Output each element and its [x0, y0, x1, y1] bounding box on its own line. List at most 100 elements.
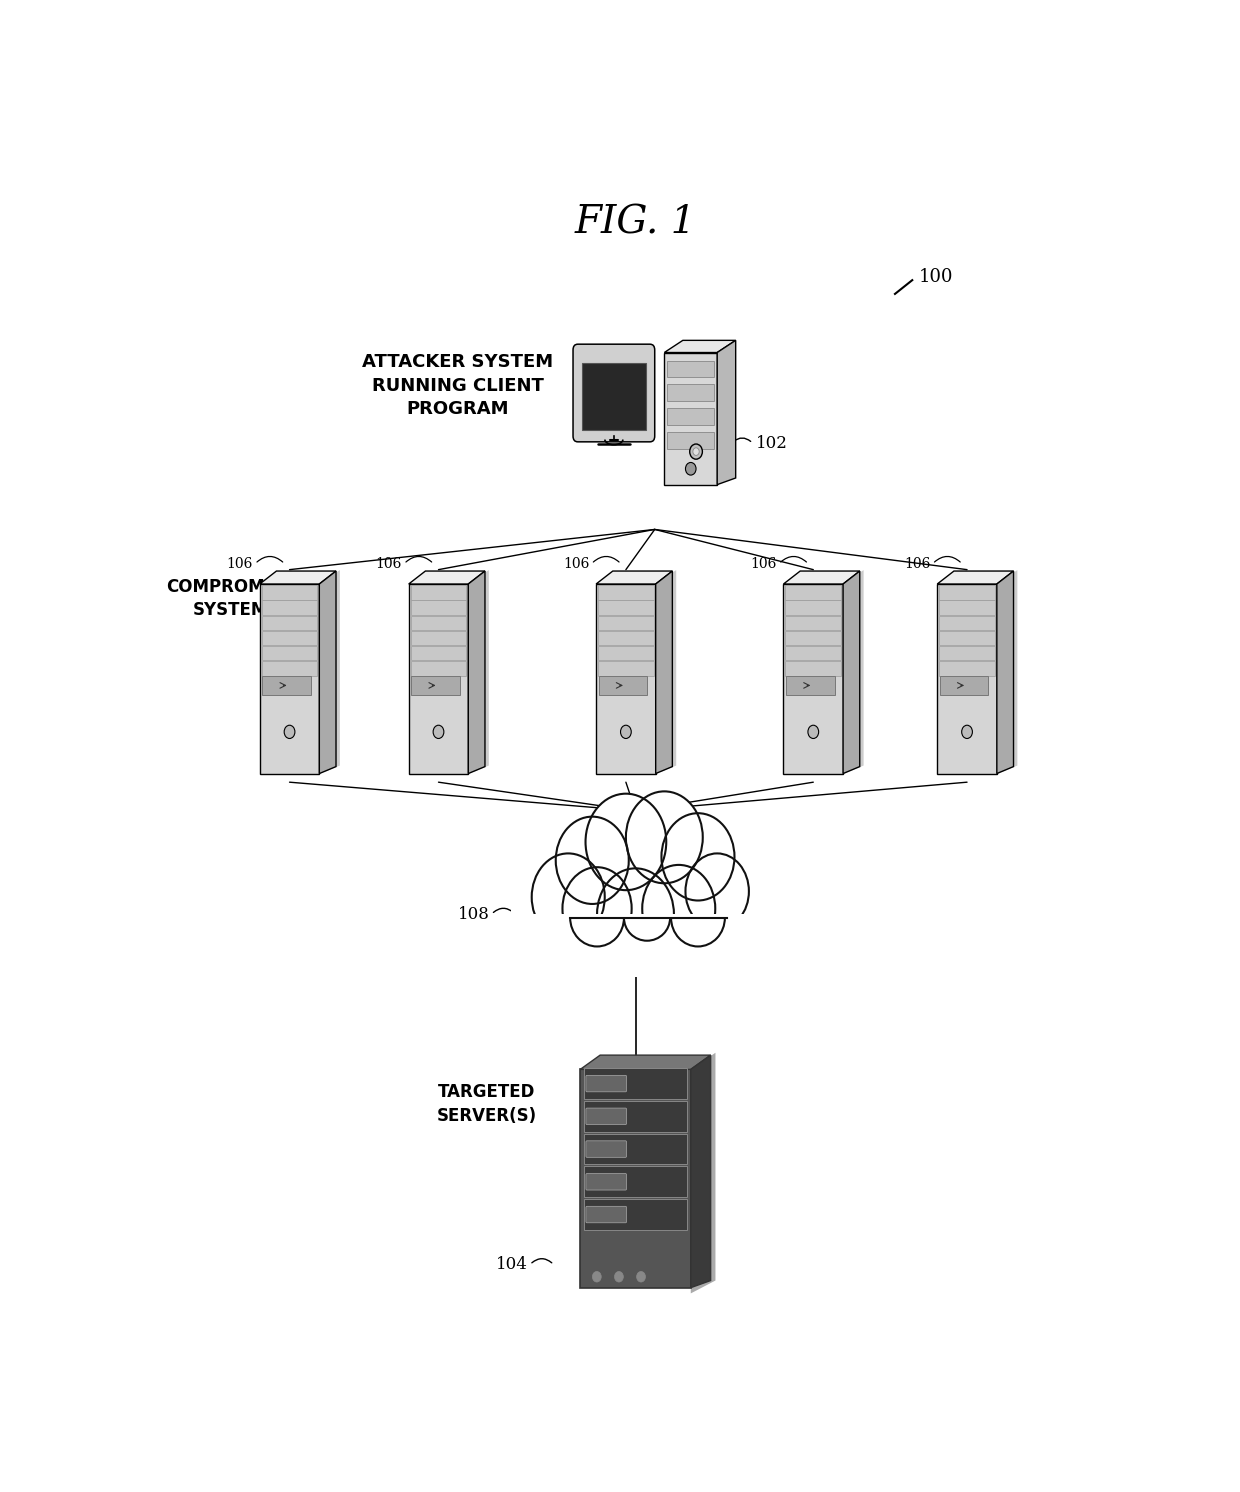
Circle shape — [661, 813, 734, 901]
Text: 104: 104 — [496, 1256, 528, 1273]
Text: FIG. 1: FIG. 1 — [575, 204, 696, 242]
Circle shape — [615, 1271, 624, 1282]
FancyBboxPatch shape — [667, 433, 714, 449]
Circle shape — [556, 816, 629, 904]
FancyBboxPatch shape — [410, 631, 466, 645]
FancyBboxPatch shape — [940, 676, 988, 695]
Text: COMPROMISED
SYSTEMS: COMPROMISED SYSTEMS — [166, 577, 308, 619]
FancyBboxPatch shape — [667, 409, 714, 425]
FancyBboxPatch shape — [262, 616, 317, 630]
Polygon shape — [580, 1055, 711, 1070]
Polygon shape — [937, 571, 1013, 583]
Ellipse shape — [600, 765, 666, 773]
Circle shape — [642, 865, 715, 952]
Polygon shape — [691, 1053, 715, 1294]
Polygon shape — [656, 571, 672, 773]
FancyBboxPatch shape — [410, 600, 466, 615]
Polygon shape — [409, 571, 485, 583]
FancyBboxPatch shape — [598, 631, 653, 645]
FancyBboxPatch shape — [785, 600, 841, 615]
FancyBboxPatch shape — [939, 646, 994, 661]
Ellipse shape — [433, 725, 444, 739]
FancyBboxPatch shape — [584, 1134, 687, 1164]
Polygon shape — [997, 571, 1013, 773]
FancyBboxPatch shape — [598, 585, 653, 600]
Circle shape — [563, 867, 631, 950]
Polygon shape — [784, 583, 843, 773]
Circle shape — [532, 853, 605, 941]
Circle shape — [686, 463, 696, 474]
Text: 106: 106 — [904, 557, 930, 571]
Text: NETWORK: NETWORK — [599, 867, 691, 885]
FancyBboxPatch shape — [598, 661, 653, 676]
FancyBboxPatch shape — [785, 646, 841, 661]
Circle shape — [626, 791, 703, 883]
Text: TARGETED
SERVER(S): TARGETED SERVER(S) — [436, 1083, 537, 1125]
FancyBboxPatch shape — [598, 616, 653, 630]
FancyBboxPatch shape — [410, 661, 466, 676]
Ellipse shape — [787, 765, 853, 773]
FancyBboxPatch shape — [785, 661, 841, 676]
Circle shape — [636, 1271, 646, 1282]
FancyBboxPatch shape — [785, 585, 841, 600]
FancyBboxPatch shape — [263, 676, 311, 695]
Circle shape — [693, 448, 699, 455]
Circle shape — [585, 794, 666, 891]
FancyBboxPatch shape — [939, 616, 994, 630]
Polygon shape — [997, 570, 1017, 773]
FancyBboxPatch shape — [262, 600, 317, 615]
Polygon shape — [843, 570, 863, 773]
Polygon shape — [320, 571, 336, 773]
FancyBboxPatch shape — [262, 646, 317, 661]
FancyBboxPatch shape — [587, 1076, 626, 1092]
Text: 108: 108 — [458, 906, 490, 922]
FancyBboxPatch shape — [786, 676, 835, 695]
Circle shape — [686, 853, 749, 930]
Polygon shape — [717, 340, 735, 485]
Polygon shape — [259, 571, 336, 583]
FancyBboxPatch shape — [939, 600, 994, 615]
FancyBboxPatch shape — [939, 631, 994, 645]
FancyBboxPatch shape — [785, 616, 841, 630]
Text: 100: 100 — [919, 267, 954, 285]
Text: 106: 106 — [227, 557, 253, 571]
FancyBboxPatch shape — [573, 345, 655, 442]
FancyBboxPatch shape — [584, 1167, 687, 1197]
Text: 106: 106 — [563, 557, 589, 571]
FancyBboxPatch shape — [410, 585, 466, 600]
Polygon shape — [656, 570, 676, 773]
Polygon shape — [665, 352, 717, 485]
Circle shape — [593, 1271, 601, 1282]
Polygon shape — [469, 571, 485, 773]
Ellipse shape — [808, 725, 818, 739]
FancyBboxPatch shape — [262, 661, 317, 676]
Ellipse shape — [620, 725, 631, 739]
FancyBboxPatch shape — [584, 1200, 687, 1229]
Text: 106: 106 — [376, 557, 402, 571]
Text: 106: 106 — [750, 557, 776, 571]
Polygon shape — [259, 583, 320, 773]
FancyBboxPatch shape — [667, 361, 714, 377]
Circle shape — [596, 868, 675, 961]
FancyBboxPatch shape — [410, 616, 466, 630]
FancyBboxPatch shape — [412, 676, 460, 695]
Polygon shape — [409, 583, 469, 773]
FancyBboxPatch shape — [785, 631, 841, 645]
Ellipse shape — [413, 765, 477, 773]
Polygon shape — [580, 1070, 691, 1288]
Text: ATTACKER SYSTEM
RUNNING CLIENT
PROGRAM: ATTACKER SYSTEM RUNNING CLIENT PROGRAM — [362, 354, 553, 418]
FancyBboxPatch shape — [939, 585, 994, 600]
Polygon shape — [937, 583, 997, 773]
FancyBboxPatch shape — [584, 1101, 687, 1131]
FancyBboxPatch shape — [587, 1207, 626, 1223]
Polygon shape — [784, 571, 859, 583]
Polygon shape — [320, 570, 340, 773]
FancyBboxPatch shape — [262, 585, 317, 600]
Text: 102: 102 — [755, 434, 787, 452]
FancyBboxPatch shape — [587, 1109, 626, 1125]
Bar — [511, 915, 760, 977]
Polygon shape — [469, 570, 489, 773]
Polygon shape — [691, 1055, 711, 1288]
FancyBboxPatch shape — [587, 1141, 626, 1158]
FancyBboxPatch shape — [598, 600, 653, 615]
